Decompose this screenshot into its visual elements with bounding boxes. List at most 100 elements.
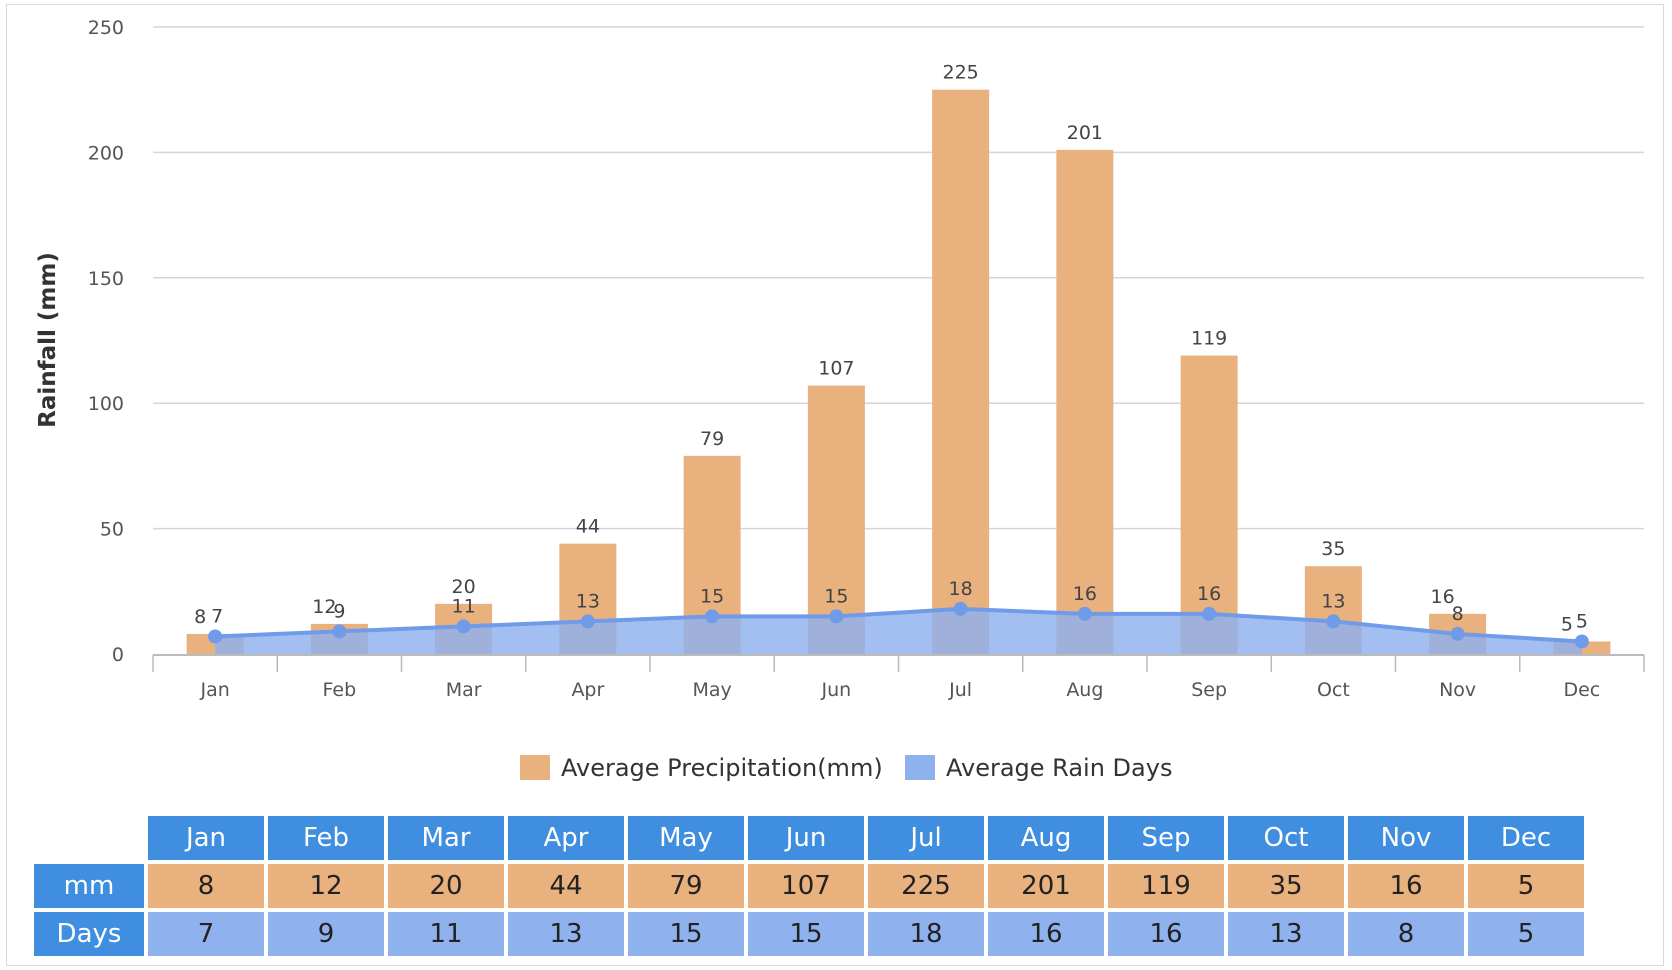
y-axis-ticks: 0 50 100 150 200 250 xyxy=(88,17,124,666)
legend-label-rain-days[interactable]: Average Rain Days xyxy=(946,754,1172,782)
table-header-month: Jan xyxy=(148,816,264,860)
y-tick-label: 200 xyxy=(88,142,124,164)
bar-data-label: 35 xyxy=(1321,538,1345,560)
area-point xyxy=(1077,606,1092,621)
table-cell-days: 16 xyxy=(988,912,1104,956)
table-header-month: Feb xyxy=(268,816,384,860)
area-point xyxy=(953,601,968,616)
legend-swatch-precipitation[interactable] xyxy=(520,755,550,780)
legend: Average Precipitation(mm) Average Rain D… xyxy=(520,754,1172,782)
table-cell-days: 9 xyxy=(268,912,384,956)
table-header-row: Jan Feb Mar Apr May Jun Jul Aug Sep Oct … xyxy=(34,816,1584,860)
area-data-label: 16 xyxy=(1197,583,1221,605)
area-data-label: 13 xyxy=(576,590,600,612)
area-data-label: 15 xyxy=(700,585,724,607)
bar-data-label: 12 xyxy=(312,596,336,618)
table-cell-days: 11 xyxy=(388,912,504,956)
bar-data-label: 8 xyxy=(194,606,206,628)
table-cell-mm: 201 xyxy=(988,864,1104,908)
area-data-label: 16 xyxy=(1073,583,1097,605)
table-header-month: Oct xyxy=(1228,816,1344,860)
area-data-label: 8 xyxy=(1452,603,1464,625)
table-cell-days: 18 xyxy=(868,912,984,956)
area-data-label: 13 xyxy=(1321,590,1345,612)
area-point xyxy=(1202,606,1217,621)
x-tick-label: Dec xyxy=(1563,679,1600,701)
area-point xyxy=(456,619,471,634)
y-tick-label: 250 xyxy=(88,17,124,39)
x-tick-label: Oct xyxy=(1317,679,1350,701)
x-tick-label: Jun xyxy=(821,679,852,701)
area-point xyxy=(1326,614,1341,629)
bar-data-label: 44 xyxy=(576,516,600,538)
y-tick-label: 50 xyxy=(100,519,124,541)
gridlines xyxy=(153,26,1644,530)
table-row-days: Days 7 9 11 13 15 15 18 16 16 13 8 5 xyxy=(34,912,1584,956)
table-cell-mm: 20 xyxy=(388,864,504,908)
table-cell-days: 13 xyxy=(508,912,624,956)
x-axis: Jan Feb Mar Apr May Jun Jul Aug Sep Oct Nov Dec xyxy=(152,654,1645,701)
bar-data-label: 225 xyxy=(942,62,978,84)
x-tick-label: May xyxy=(692,679,731,701)
area-fill xyxy=(215,608,1582,654)
x-tick-label: Nov xyxy=(1439,679,1476,701)
table-header-month: Dec xyxy=(1468,816,1584,860)
area-point xyxy=(580,614,595,629)
table-cell-mm: 8 xyxy=(148,864,264,908)
area-data-label: 18 xyxy=(949,578,973,600)
area-data-label: 7 xyxy=(211,605,223,627)
area-data-label: 5 xyxy=(1576,610,1588,632)
table-cell-mm: 119 xyxy=(1108,864,1224,908)
x-tick-label: Sep xyxy=(1191,679,1227,701)
bar-series xyxy=(186,89,1611,654)
area-point xyxy=(332,624,347,639)
table-cell-mm: 5 xyxy=(1468,864,1584,908)
y-axis-label: Rainfall (mm) xyxy=(35,252,61,428)
bar xyxy=(932,89,990,654)
x-tick-label: Jan xyxy=(199,679,229,701)
table-cell-days: 16 xyxy=(1108,912,1224,956)
y-tick-label: 100 xyxy=(88,393,124,415)
table-cell-mm: 44 xyxy=(508,864,624,908)
table-header-month: May xyxy=(628,816,744,860)
area-point xyxy=(1574,634,1589,649)
legend-swatch-rain-days[interactable] xyxy=(905,755,935,780)
bar-data-label: 119 xyxy=(1191,328,1227,350)
table-cell-days: 7 xyxy=(148,912,264,956)
table-cell-mm: 12 xyxy=(268,864,384,908)
table-cell-mm: 225 xyxy=(868,864,984,908)
area-data-labels: 7 9 11 13 15 15 18 16 16 13 8 5 xyxy=(211,578,1588,633)
bar xyxy=(807,385,865,654)
table-row-label: Days xyxy=(34,912,144,956)
y-tick-label: 0 xyxy=(112,644,124,666)
area-data-label: 11 xyxy=(452,595,476,617)
legend-label-precipitation[interactable]: Average Precipitation(mm) xyxy=(561,754,883,782)
bar-data-label: 16 xyxy=(1431,586,1455,608)
table-header-month: Jul xyxy=(868,816,984,860)
area-point xyxy=(705,609,720,624)
area-line xyxy=(215,606,1582,644)
table-cell-mm: 35 xyxy=(1228,864,1344,908)
area-data-label: 15 xyxy=(824,585,848,607)
table-row-mm: mm 8 12 20 44 79 107 225 201 119 35 16 5 xyxy=(34,864,1584,908)
table-header-month: Jun xyxy=(748,816,864,860)
table-cell-days: 15 xyxy=(628,912,744,956)
data-table: Jan Feb Mar Apr May Jun Jul Aug Sep Oct … xyxy=(30,812,1588,960)
x-tick-label: Apr xyxy=(571,679,604,701)
area-series xyxy=(208,601,1589,654)
bar-data-label: 79 xyxy=(700,428,724,450)
table-header-month: Nov xyxy=(1348,816,1464,860)
bar xyxy=(1180,355,1238,654)
table-cell-days: 13 xyxy=(1228,912,1344,956)
bar-data-label: 5 xyxy=(1561,613,1573,635)
x-tick-label: Jul xyxy=(948,679,972,701)
bar xyxy=(1056,149,1114,654)
table-cell-mm: 107 xyxy=(748,864,864,908)
table-cell-days: 15 xyxy=(748,912,864,956)
table-cell-days: 5 xyxy=(1468,912,1584,956)
area-point xyxy=(208,629,223,644)
table-row-label: mm xyxy=(34,864,144,908)
table-cell-mm: 16 xyxy=(1348,864,1464,908)
x-tick-label: Mar xyxy=(446,679,482,701)
